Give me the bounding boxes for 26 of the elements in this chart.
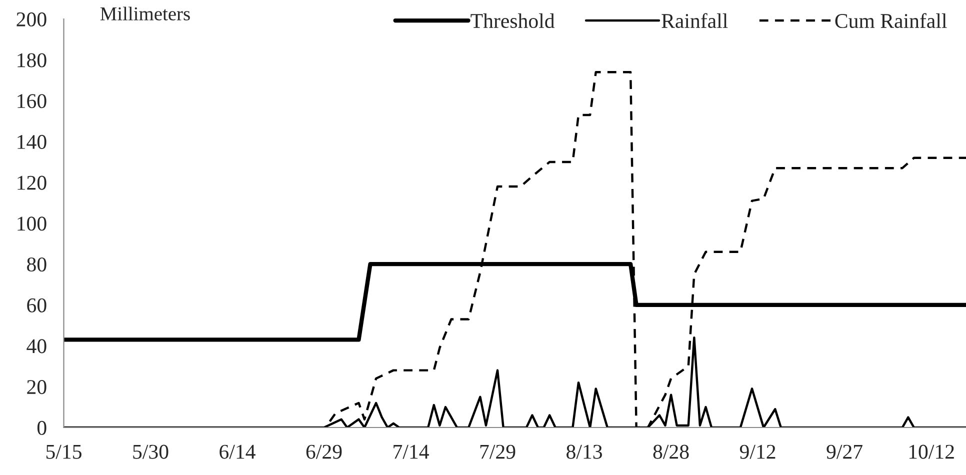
y-tick-label: 140 (18, 134, 46, 149)
y-tick-label: 20 (27, 380, 46, 394)
x-tick-label: 5/30 (133, 444, 168, 459)
legend-label: Rainfall (662, 13, 728, 28)
y-tick-label: 40 (26, 339, 46, 354)
x-tick-label: 6/29 (306, 444, 342, 459)
x-tick-label: 8/13 (566, 444, 602, 459)
y-tick-label: 100 (18, 216, 46, 231)
x-tick-label: 5/15 (46, 444, 82, 459)
x-tick-label: 7/14 (394, 444, 429, 459)
x-tick-label: 7/29 (480, 444, 516, 459)
x-tick-label: 8/28 (653, 444, 689, 459)
x-tick-label: 6/14 (220, 444, 256, 459)
x-tick-label: 9/12 (740, 444, 776, 459)
legend-label: Cum Rainfall (835, 13, 947, 28)
y-tick-label: 120 (18, 176, 46, 190)
y-tick-label: 0 (37, 420, 46, 435)
y-tick-label: 180 (18, 53, 46, 68)
y-tick-label: 60 (27, 298, 46, 312)
y-axis-title: Millimeters (100, 6, 190, 20)
x-tick-label: 9/27 (826, 444, 862, 459)
legend-label: Threshold (470, 13, 555, 28)
y-tick-label: 160 (18, 94, 46, 108)
x-tick-label: 10/12 (909, 444, 954, 459)
y-tick-label: 80 (27, 257, 46, 272)
y-tick-label: 200 (16, 12, 46, 26)
